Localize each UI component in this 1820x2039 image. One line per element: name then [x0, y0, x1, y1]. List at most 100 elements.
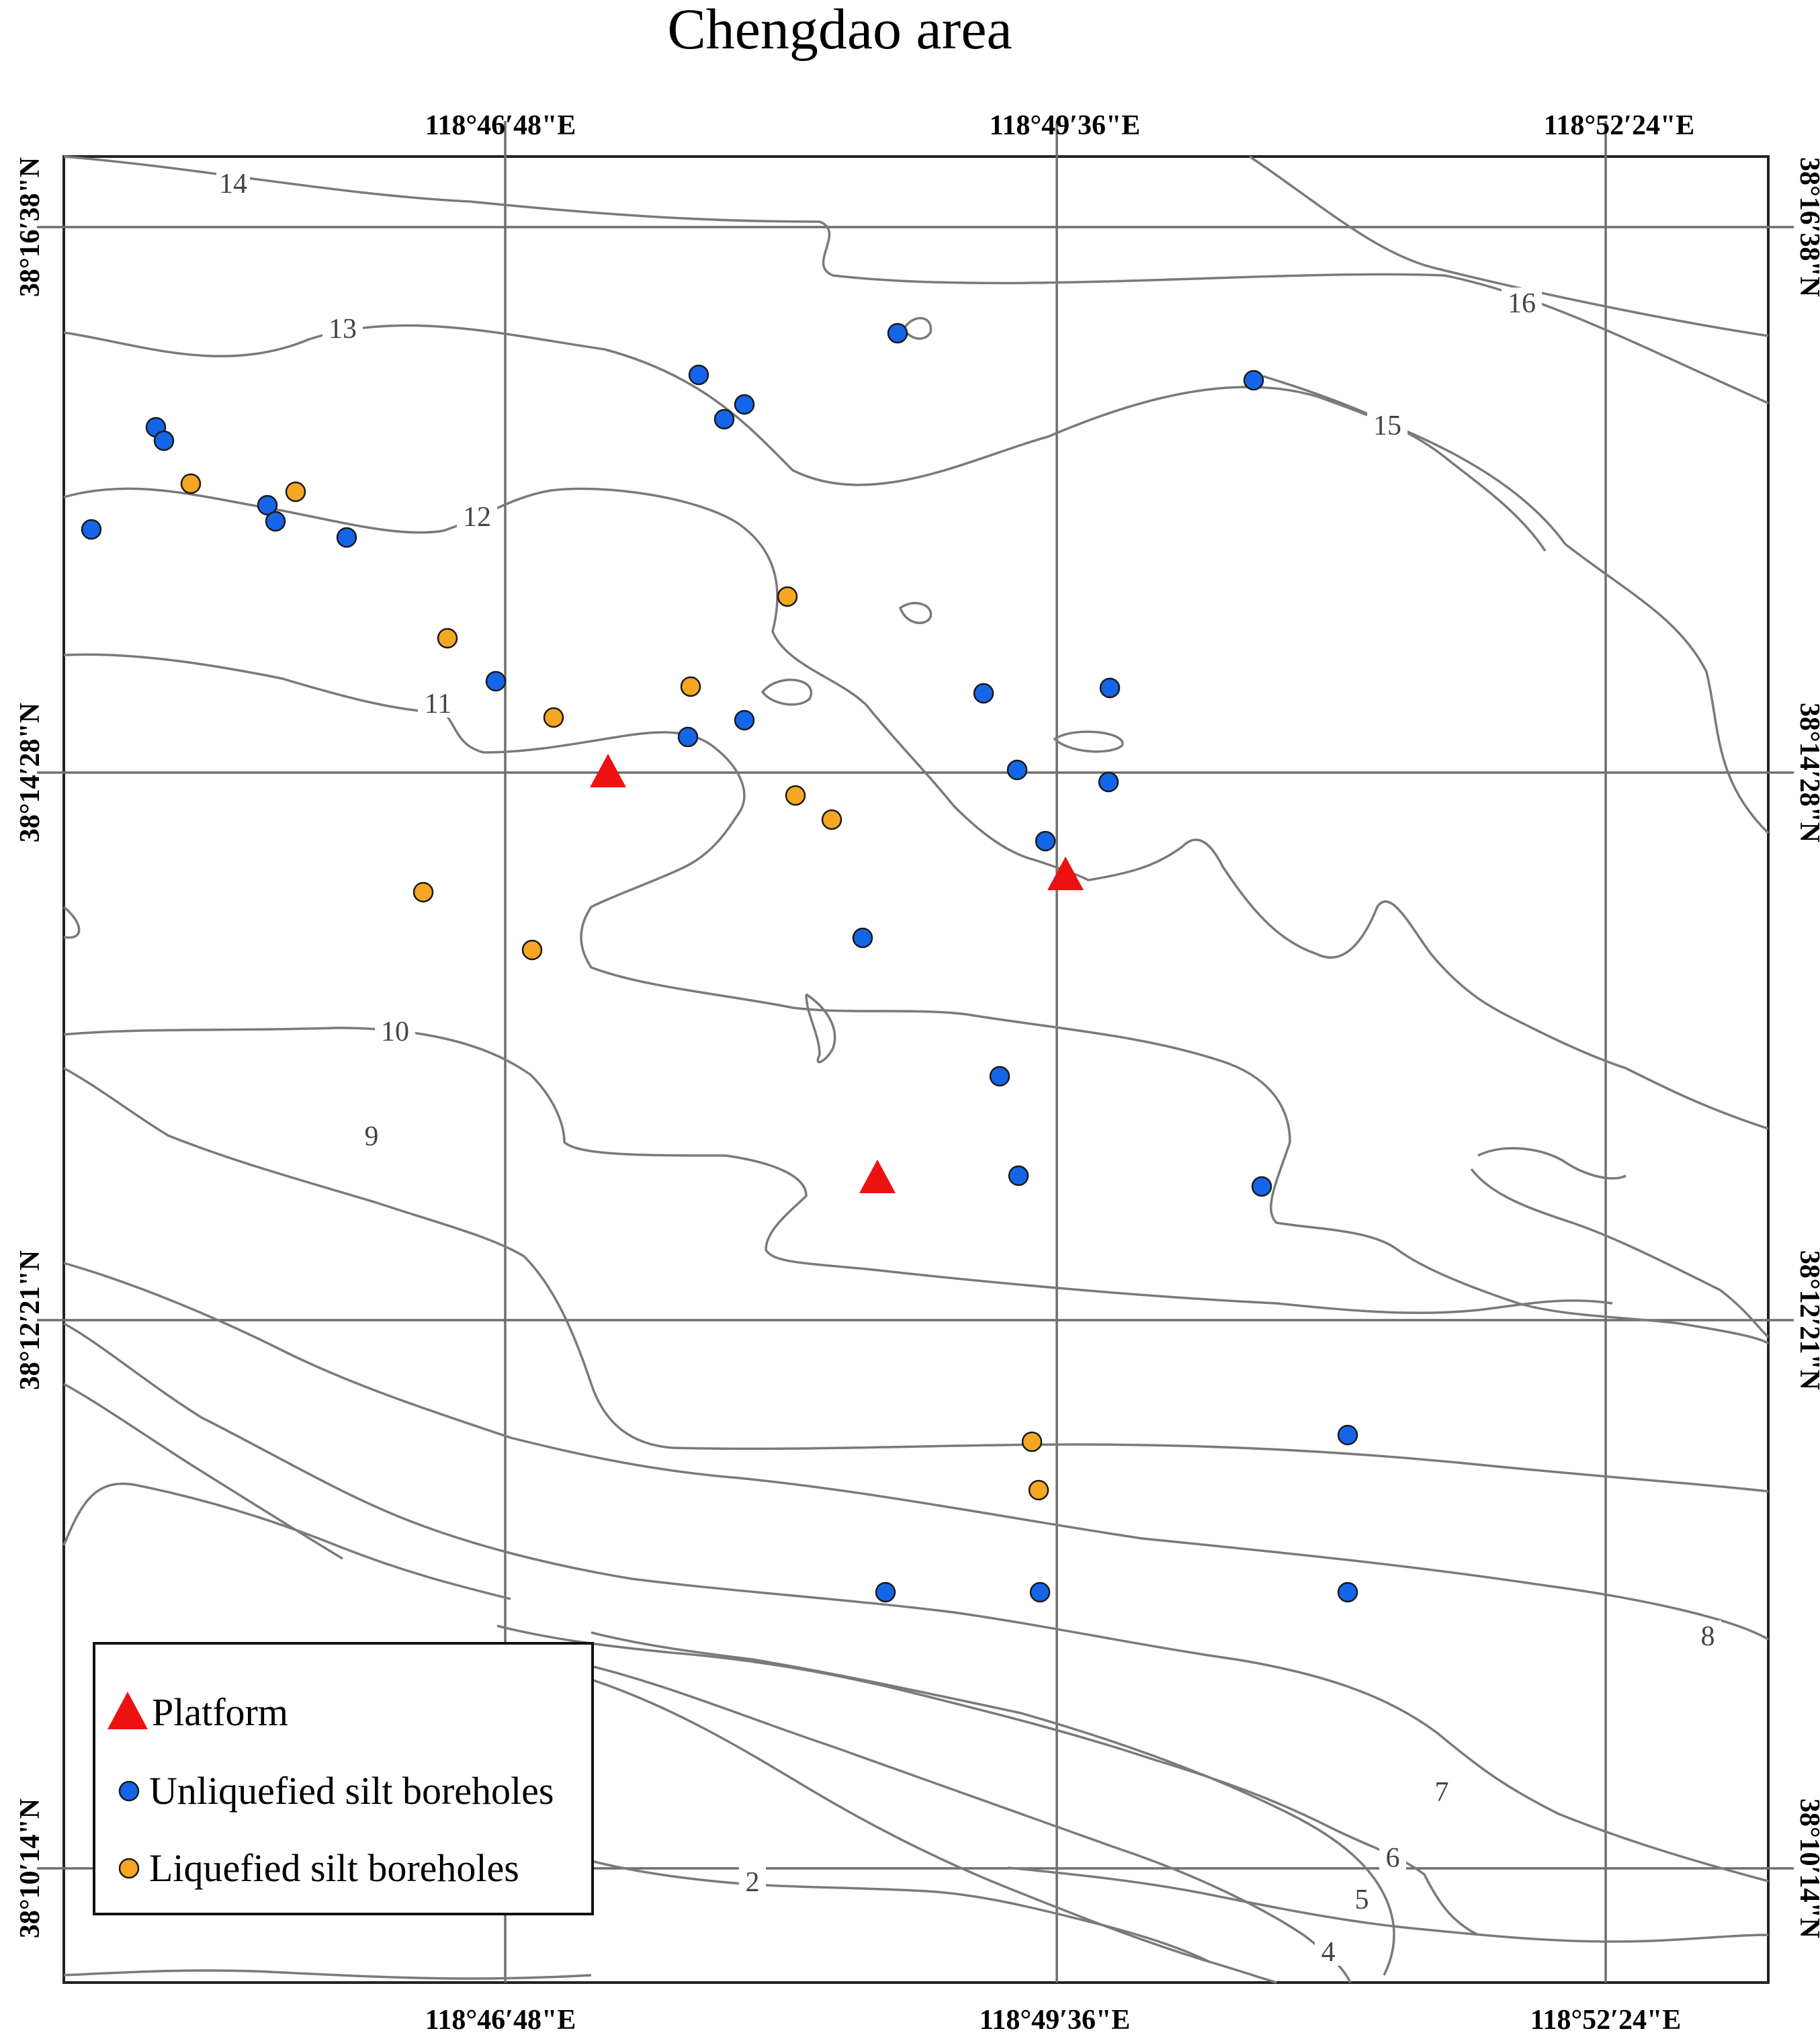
unliquefied-borehole[interactable] — [485, 670, 507, 692]
lon-label-top-3: 118°52′24"E — [1544, 110, 1695, 141]
liquefied-borehole[interactable] — [821, 809, 842, 830]
liquefied-boreholes — [180, 473, 1049, 1501]
contour-label-15: 15 — [1373, 410, 1401, 441]
liquefied-borehole[interactable] — [785, 785, 806, 806]
contour-15 — [1262, 375, 1547, 552]
contour-16 — [1249, 155, 1769, 337]
unliquefied-borehole[interactable] — [713, 408, 735, 430]
contour-label-5: 5 — [1355, 1884, 1369, 1915]
map-title: Chengdao area — [667, 0, 1012, 61]
orange-dot-icon — [118, 1858, 140, 1879]
contour-label-13: 13 — [329, 314, 357, 345]
unliquefied-borehole[interactable] — [1337, 1581, 1358, 1603]
lon-label-bottom-2: 118°49′36"E — [980, 2005, 1131, 2036]
contour-3 — [591, 1678, 1277, 1984]
lat-label-left-2: 38°14′28"N — [15, 703, 46, 842]
contour-label-11: 11 — [425, 689, 451, 720]
unliquefied-borehole[interactable] — [1098, 771, 1119, 793]
contour-label-8: 8 — [1701, 1621, 1715, 1652]
liquefied-borehole[interactable] — [521, 939, 543, 961]
contour-8 — [63, 1262, 1769, 1641]
contour-11 — [63, 653, 1770, 1345]
unliquefied-borehole[interactable] — [1099, 677, 1121, 699]
unliquefied-borehole[interactable] — [973, 683, 994, 704]
contour-1 — [63, 1969, 592, 1980]
liquefied-borehole[interactable] — [180, 473, 202, 494]
triangle-icon — [107, 1692, 148, 1729]
contour-labels: 14 13 12 11 10 9 16 15 8 7 6 5 4 2 — [216, 168, 1721, 1968]
contour-9 — [63, 1067, 1769, 1493]
contour-12 — [63, 487, 1769, 1130]
unliquefied-borehole[interactable] — [734, 709, 755, 731]
contour-11-loop-c — [1053, 730, 1124, 753]
legend-label-liquefied: Liquefied silt boreholes — [149, 1846, 519, 1890]
lat-label-right-2: 38°14′28"N — [1794, 703, 1820, 842]
contour-label-7: 7 — [1435, 1777, 1449, 1808]
unliquefied-borehole[interactable] — [1035, 830, 1056, 852]
liquefied-borehole[interactable] — [1028, 1479, 1049, 1501]
unliquefied-borehole[interactable] — [265, 511, 286, 532]
unliquefied-borehole[interactable] — [1008, 1165, 1029, 1186]
legend-box — [93, 1642, 594, 1915]
platform-marker[interactable] — [1047, 857, 1084, 890]
liquefied-borehole[interactable] — [285, 481, 306, 503]
liquefied-borehole[interactable] — [1021, 1431, 1043, 1452]
unliquefied-borehole[interactable] — [989, 1066, 1010, 1087]
contour-label-6: 6 — [1386, 1843, 1400, 1874]
unliquefied-borehole[interactable] — [1337, 1424, 1358, 1446]
legend-label-unliquefied: Unliquefied silt boreholes — [149, 1769, 554, 1813]
platform-marker[interactable] — [590, 754, 626, 787]
contour-14 — [63, 155, 1769, 404]
liquefied-borehole[interactable] — [413, 881, 434, 903]
unliquefied-borehole[interactable] — [1243, 370, 1264, 391]
lon-label-bottom-3: 118°52′24"E — [1530, 2005, 1682, 2036]
unliquefied-borehole[interactable] — [875, 1581, 896, 1603]
unliquefied-borehole[interactable] — [153, 430, 175, 451]
contour-label-12: 12 — [463, 502, 491, 533]
liquefied-borehole[interactable] — [680, 676, 701, 697]
contour-10 — [62, 906, 1613, 1314]
contour-9-lobe — [1470, 1147, 1770, 1338]
contour-label-14: 14 — [219, 169, 247, 200]
unliquefied-borehole[interactable] — [688, 364, 709, 386]
contour-13-loop — [902, 317, 933, 340]
lat-label-left-3: 38°12′21"N — [15, 1250, 46, 1390]
unliquefied-borehole[interactable] — [734, 394, 755, 415]
lat-label-left-1: 38°16′38"N — [15, 157, 46, 297]
contour-4 — [591, 1665, 1352, 1983]
legend: Platform Unliquefied silt boreholes Liqu… — [93, 1642, 594, 1915]
contour-11-loop-a — [898, 601, 933, 624]
platforms — [590, 754, 1084, 1193]
unliquefied-borehole[interactable] — [1251, 1176, 1272, 1197]
liquefied-borehole[interactable] — [543, 707, 564, 728]
contour-label-16: 16 — [1508, 288, 1536, 319]
contour-10-lobe — [805, 993, 836, 1064]
contour-label-9: 9 — [365, 1121, 379, 1152]
unliquefied-borehole[interactable] — [677, 726, 699, 748]
unliquefied-borehole[interactable] — [887, 322, 908, 344]
lon-label-top-2: 118°49′36"E — [990, 110, 1141, 141]
contour-2 — [591, 1860, 1769, 1963]
unliquefied-borehole[interactable] — [336, 527, 357, 548]
contour-label-2: 2 — [746, 1867, 760, 1898]
contour-label-4: 4 — [1321, 1937, 1336, 1968]
platform-marker[interactable] — [859, 1160, 896, 1193]
unliquefied-borehole[interactable] — [852, 927, 873, 949]
contour-11-loop-b — [761, 679, 812, 706]
lat-label-right-4: 38°10′14"N — [1794, 1798, 1820, 1938]
unliquefied-borehole[interactable] — [1006, 759, 1028, 781]
unliquefied-borehole[interactable] — [1029, 1581, 1051, 1603]
lon-label-top-1: 118°46′48"E — [425, 110, 576, 141]
contour-label-10: 10 — [381, 1016, 409, 1047]
unliquefied-borehole[interactable] — [257, 494, 278, 516]
unliquefied-borehole[interactable] — [81, 519, 102, 540]
liquefied-borehole[interactable] — [777, 586, 798, 607]
lat-label-right-1: 38°16′38"N — [1794, 157, 1820, 297]
lon-label-bottom-1: 118°46′48"E — [425, 2005, 576, 2036]
contour-7 — [63, 1322, 1769, 1882]
contour-5 — [62, 1482, 1395, 1976]
contour-13 — [63, 324, 1770, 834]
liquefied-borehole[interactable] — [437, 627, 458, 649]
legend-label-platform: Platform — [152, 1690, 288, 1734]
